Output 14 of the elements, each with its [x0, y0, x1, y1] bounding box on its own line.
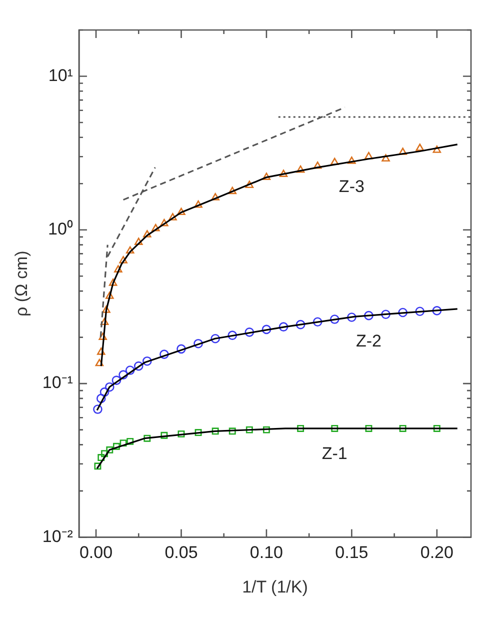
y-tick-label: 10⁻²	[42, 526, 74, 546]
series-label: Z-1	[322, 444, 348, 464]
series-label: Z-2	[356, 331, 382, 350]
x-axis-title: 1/T (1/K)	[242, 577, 308, 596]
x-tick-label: 0.15	[335, 543, 368, 562]
x-tick-label: 0.00	[79, 543, 113, 562]
y-tick-label: 10⁰	[48, 220, 73, 239]
x-tick-label: 0.05	[164, 543, 198, 562]
y-tick-label: 10¹	[48, 66, 74, 85]
y-tick-label: 10⁻¹	[42, 373, 74, 392]
x-tick-label: 0.20	[420, 543, 454, 562]
y-axis-title: ρ (Ω cm)	[12, 250, 31, 317]
x-tick-label: 0.10	[250, 543, 284, 562]
series-label: Z-3	[338, 176, 364, 196]
